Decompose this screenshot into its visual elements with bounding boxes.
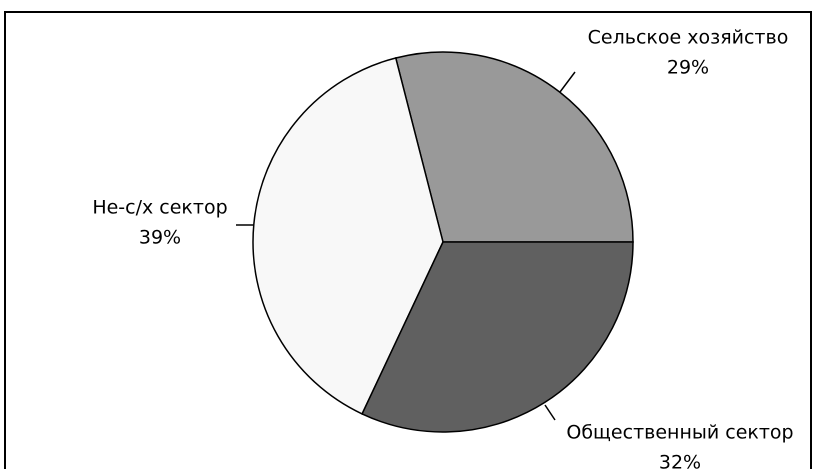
pie-slice xyxy=(252,57,444,415)
leader-line xyxy=(544,404,556,421)
pie-slice xyxy=(394,51,634,243)
pie-slice xyxy=(361,241,634,433)
slice-value-label: 29% xyxy=(667,57,709,79)
leader-line xyxy=(559,71,576,93)
slice-value-label: 39% xyxy=(139,227,181,249)
slice-label: Не-с/х сектор xyxy=(92,197,227,219)
slice-label: Сельское хозяйство xyxy=(588,27,789,49)
slice-value-label: 32% xyxy=(659,452,701,469)
slice-label: Общественный сектор xyxy=(566,422,793,444)
